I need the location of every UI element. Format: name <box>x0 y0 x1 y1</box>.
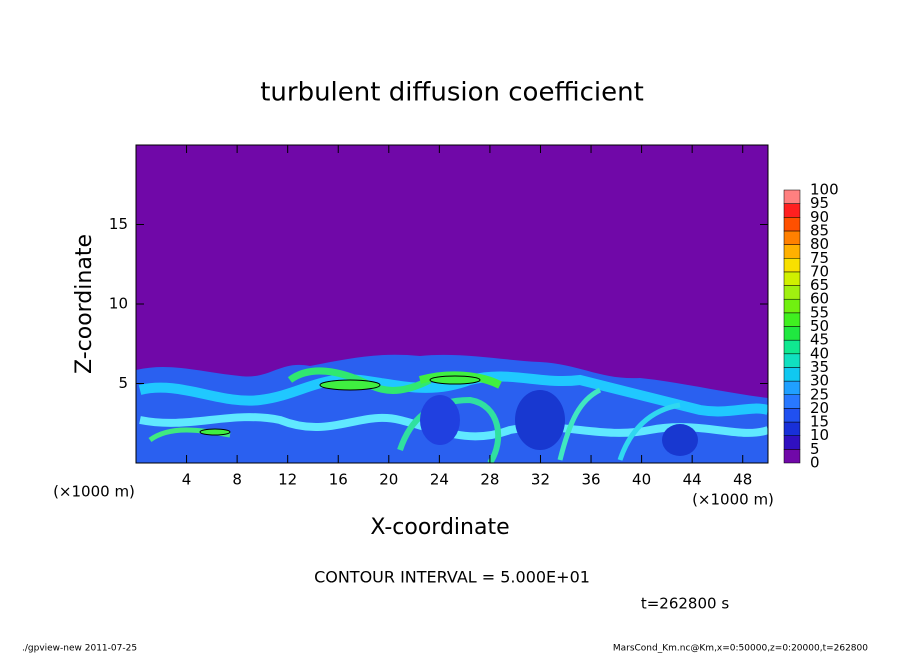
colorbar-segment <box>783 217 801 232</box>
colorbar-segment <box>783 367 801 382</box>
colorbar-label: 55 <box>810 303 829 321</box>
colorbar-label: 15 <box>810 413 829 431</box>
colorbar-segment <box>783 421 801 436</box>
colorbar-label: 85 <box>810 221 829 239</box>
y-tick-label: 15 <box>109 215 128 233</box>
x-tick-label: 24 <box>430 471 449 489</box>
y-unit: (×1000 m) <box>53 483 135 501</box>
colorbar-segment <box>783 394 801 409</box>
colorbar-label: 40 <box>810 344 829 362</box>
colorbar-segment <box>783 408 801 423</box>
colorbar-segment <box>783 203 801 218</box>
colorbar-label: 10 <box>810 426 829 444</box>
colorbar-segment <box>783 449 801 464</box>
colorbar-segment <box>783 271 801 286</box>
x-tick-label: 28 <box>480 471 499 489</box>
colorbar-label: 35 <box>810 358 829 376</box>
x-tick-label: 4 <box>182 471 192 489</box>
colorbar-segment <box>783 312 801 327</box>
x-tick-label: 48 <box>733 471 752 489</box>
colorbar-label: 90 <box>810 208 829 226</box>
colorbar-label: 45 <box>810 331 829 349</box>
colorbar-label: 50 <box>810 317 829 335</box>
y-tick-label: 10 <box>109 295 128 313</box>
colorbar-label: 25 <box>810 385 829 403</box>
x-tick-label: 40 <box>632 471 651 489</box>
colorbar-segment <box>783 258 801 273</box>
colorbar-segment <box>783 339 801 355</box>
colorbar-label: 60 <box>810 290 829 308</box>
x-tick-label: 44 <box>683 471 702 489</box>
annotation: CONTOUR INTERVAL = 5.000E+01 <box>314 568 590 587</box>
colorbar-segment <box>783 380 801 396</box>
colorbar-label: 65 <box>810 276 829 294</box>
footer: MarsCond_Km.nc@Km,x=0:50000,z=0:20000,t=… <box>613 644 868 654</box>
x-unit: (×1000 m) <box>692 491 774 509</box>
colorbar-segment <box>783 244 801 259</box>
colorbar-label: 100 <box>810 181 839 199</box>
x-tick-label: 32 <box>531 471 550 489</box>
colorbar-label: 0 <box>810 454 820 472</box>
colorbar-segment <box>783 285 801 300</box>
colorbar-label: 30 <box>810 372 829 390</box>
colorbar-segment <box>783 353 801 368</box>
colorbar-label: 20 <box>810 399 829 417</box>
y-tick-label: 5 <box>118 374 128 392</box>
x-tick-label: 8 <box>232 471 242 489</box>
field-pattern <box>136 354 768 463</box>
colorbar-label: 95 <box>810 194 829 212</box>
colorbar-label: 5 <box>810 440 820 458</box>
footer: ./gpview-new 2011-07-25 <box>22 644 137 654</box>
chart-title: turbulent diffusion coefficient <box>260 78 644 108</box>
colorbar-label: 70 <box>810 262 829 280</box>
x-tick-label: 12 <box>278 471 297 489</box>
annotation: t=262800 s <box>641 595 729 613</box>
colorbar-label: 75 <box>810 249 829 267</box>
x-tick-label: 36 <box>581 471 600 489</box>
colorbar-segment <box>783 326 801 341</box>
x-axis-label: X-coordinate <box>370 515 509 540</box>
colorbar-segment <box>783 189 801 204</box>
colorbar-segment <box>783 230 801 245</box>
y-axis-label: Z-coordinate <box>72 234 97 374</box>
colorbar-label: 80 <box>810 235 829 253</box>
colorbar-segment <box>783 435 801 450</box>
x-tick-label: 20 <box>379 471 398 489</box>
x-tick-label: 16 <box>329 471 348 489</box>
colorbar-segment <box>783 298 801 314</box>
